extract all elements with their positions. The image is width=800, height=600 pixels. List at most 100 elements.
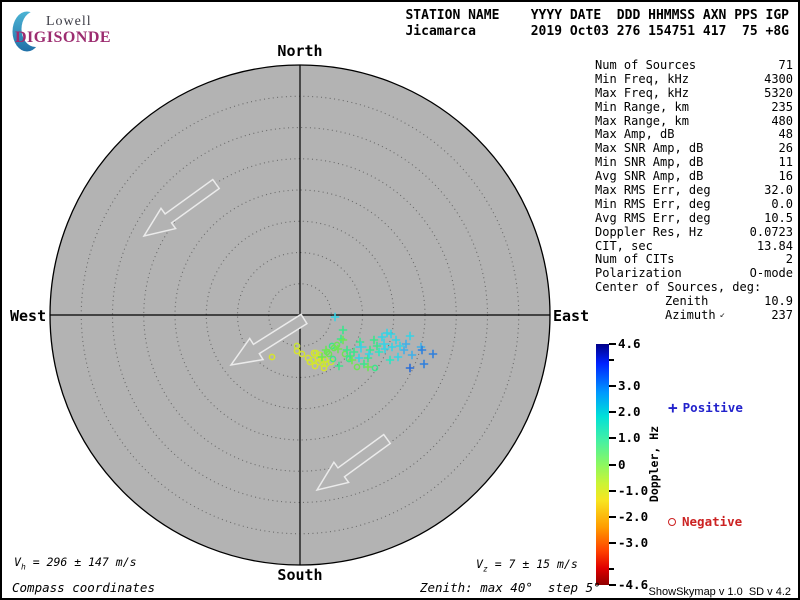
drift-arrow (229, 313, 308, 367)
colorbar-tick-label: 3.0 (618, 377, 641, 393)
colorbar-tick-label: 1.0 (618, 430, 641, 446)
logo-digisonde-text: DIGISONDE (15, 29, 112, 46)
stat-label: Min Range, km (595, 99, 689, 114)
data-point-plus (395, 341, 405, 351)
doppler-colorbar (596, 344, 609, 585)
data-point-circle (333, 341, 341, 349)
stat-row: Min SNR Amp, dB 11 (595, 155, 793, 170)
data-point-plus (369, 335, 379, 345)
stat-value: 10.9 (764, 294, 793, 309)
compass-label-east: East (553, 307, 590, 325)
data-point-plus (419, 359, 429, 369)
data-point-plus (428, 349, 438, 359)
stat-row: Max Range, km 480 (595, 113, 793, 129)
stat-label: Doppler Res, Hz (595, 224, 704, 239)
data-point-circle (311, 362, 319, 370)
data-point-plus (391, 335, 401, 345)
data-point-circle (293, 347, 301, 355)
data-point-plus (349, 347, 359, 357)
stat-label: Avg RMS Err, deg (595, 210, 711, 225)
stat-row: Center of Sources, deg: (595, 280, 793, 295)
data-point-plus (385, 355, 395, 365)
data-point-plus (334, 361, 344, 371)
colorbar-tick (609, 489, 616, 492)
horizontal-velocity-readout: Vh = 296 ± 147 m/s (14, 555, 137, 572)
legend-positive: + Positive (668, 399, 743, 415)
colorbar-tick (609, 384, 616, 387)
stat-row: Polarization O-mode (595, 266, 793, 281)
legend-negative: Negative (668, 514, 742, 529)
circle-marker-icon (668, 517, 676, 526)
colorbar-tick (609, 343, 616, 345)
data-point-circle (329, 355, 337, 363)
stat-label: Num of CITs (595, 252, 675, 267)
software-version-label: ShowSkymap v 1.0 SD v 4.2 (648, 586, 791, 598)
colorbar-tick-label: 0 (618, 456, 626, 472)
compass-label-west: West (10, 307, 47, 325)
stat-row: Avg SNR Amp, dB 16 (595, 169, 793, 184)
data-point-plus (317, 352, 327, 362)
stat-value: 26 (778, 141, 793, 156)
data-point-circle (298, 350, 306, 358)
data-point-plus (321, 345, 331, 355)
stat-label: Max RMS Err, deg (595, 183, 711, 198)
colorbar-tick (609, 515, 616, 518)
data-point-plus (399, 345, 409, 355)
stat-label: Max Freq, kHz (595, 85, 689, 100)
stat-value: 0.0723 (749, 224, 793, 239)
legend-positive-label: Positive (682, 400, 743, 415)
stat-value: 0.0 (771, 196, 793, 211)
data-point-plus (365, 345, 375, 355)
compass-label-north: North (277, 42, 323, 60)
colorbar-tick (609, 584, 616, 586)
stat-label: Center of Sources, deg: (595, 280, 762, 295)
colorbar-tick-label: 4.6 (618, 336, 641, 351)
data-point-plus (364, 349, 374, 359)
measurement-stats-panel: Num of Sources 71 Min Freq, kHz 4300 Max Fre… (595, 58, 793, 323)
stat-row: Max Amp, dB 48 (595, 128, 793, 142)
stat-value: 32.0 (764, 183, 793, 198)
stat-label: Num of Sources (595, 58, 697, 72)
header-station-values: Jicamarca 2019 Oct03 276 154751 417 75 +… (405, 24, 789, 39)
data-point-plus (386, 329, 396, 339)
stat-row: Min Freq, kHz 4300 (595, 71, 793, 87)
colorbar-axis-label: Doppler, Hz (647, 425, 661, 503)
stat-label: Max Range, km (595, 113, 689, 128)
colorbar-tick (609, 358, 614, 361)
colorbar-tick (609, 437, 616, 440)
colorbar-tick (609, 542, 616, 545)
data-point-plus (401, 339, 411, 349)
coordinate-system-note: Compass coordinates (12, 580, 155, 595)
azimuth-direction-icon: ↙ (719, 310, 725, 321)
data-point-plus (393, 352, 403, 362)
data-point-circle (371, 364, 379, 372)
stat-label: Polarization (595, 266, 682, 281)
legend-negative-label: Negative (682, 514, 743, 529)
data-point-plus (354, 353, 364, 363)
stat-value: 480 (771, 113, 793, 128)
stat-value: 237 (771, 308, 793, 323)
stat-row: Max RMS Err, deg 32.0 (595, 183, 793, 198)
stat-row: Num of Sources 71 (595, 58, 793, 73)
stat-value: 48 (778, 127, 793, 142)
stat-value: 235 (771, 99, 793, 114)
data-point-plus (347, 355, 357, 365)
stat-label: Min Freq, kHz (595, 71, 689, 86)
colorbar-tick-label: -2.0 (618, 508, 649, 524)
colorbar-tick-label: 2.0 (618, 404, 641, 420)
stat-label: CIT, sec (595, 238, 653, 253)
stat-label: Max Amp, dB (595, 127, 675, 142)
stat-row: Max SNR Amp, dB 26 (595, 141, 793, 156)
drift-arrow (142, 178, 221, 238)
colorbar-tick (609, 463, 616, 466)
data-point-plus (382, 328, 392, 338)
stat-row: Num of CITs 2 (595, 253, 793, 267)
colorbar-tick-label: -4.6 (618, 577, 649, 592)
stat-value: 11 (778, 155, 793, 170)
data-point-plus (333, 344, 343, 354)
data-point-plus (407, 350, 417, 360)
stat-value: 5320 (764, 85, 793, 100)
drift-arrow (315, 433, 392, 492)
data-point-plus (405, 363, 415, 373)
